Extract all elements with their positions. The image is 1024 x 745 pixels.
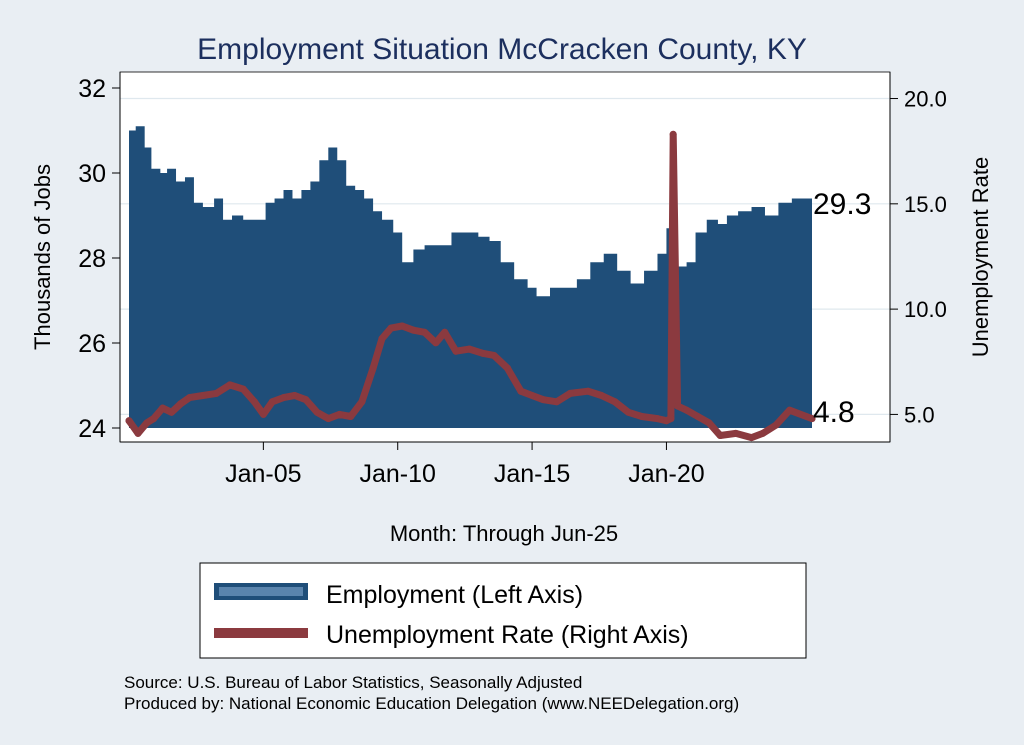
- unemployment-point-4: [159, 404, 167, 412]
- unemployment-line-layer: [125, 130, 816, 442]
- unemployment-point-7: [185, 394, 193, 402]
- unemployment-point-60: [808, 415, 816, 423]
- unemployment-point-3: [150, 415, 158, 423]
- unemployment-point-33: [479, 349, 487, 357]
- unemployment-point-38: [539, 396, 547, 404]
- legend-box: [199, 562, 807, 659]
- y-right-tick-label-1: 10.0: [904, 297, 947, 322]
- unemployment-point-41: [584, 387, 592, 395]
- unemployment-point-59: [786, 406, 794, 414]
- unemployment-point-55: [732, 429, 740, 437]
- unemployment-point-29: [432, 339, 440, 347]
- unemployment-point-11: [239, 385, 247, 393]
- unemployment-point-1: [134, 429, 142, 437]
- x-tick-label-2: Jan-15: [494, 460, 570, 488]
- unemployment-point-50: [674, 402, 682, 410]
- unemployment-point-32: [465, 345, 473, 353]
- source-note: Source: U.S. Bureau of Labor Statistics,…: [124, 673, 582, 692]
- unemployment-point-37: [528, 391, 536, 399]
- unemployment-point-2: [143, 419, 151, 427]
- x-axis-label: Month: Through Jun-25: [390, 521, 618, 546]
- chart-title: Employment Situation McCracken County, K…: [197, 33, 807, 66]
- legend-swatch-unemployment: [214, 628, 308, 638]
- unemployment-point-45: [638, 413, 646, 421]
- unemployment-point-48: [667, 415, 675, 423]
- y-left-tick-label-0: 24: [78, 415, 106, 443]
- unemployment-point-44: [624, 408, 632, 416]
- unemployment-point-26: [398, 322, 406, 330]
- unemployment-end-label: 4.8: [813, 396, 855, 429]
- y-axis-right-label: Unemployment Rate: [968, 157, 993, 358]
- employment-area-layer: [128, 126, 813, 428]
- employment-end-label: 29.3: [813, 188, 871, 221]
- legend-label-unemployment: Unemployment Rate (Right Axis): [326, 621, 689, 649]
- unemployment-point-13: [259, 410, 267, 418]
- y-left-tick-label-3: 30: [78, 160, 106, 188]
- unemployment-point-56: [748, 434, 756, 442]
- unemployment-point-5: [168, 408, 176, 416]
- y-left-tick-label-4: 32: [78, 75, 106, 103]
- unemployment-point-53: [705, 419, 713, 427]
- unemployment-point-25: [387, 324, 395, 332]
- unemployment-point-20: [335, 410, 343, 418]
- unemployment-point-36: [517, 387, 525, 395]
- unemployment-point-0: [125, 417, 133, 425]
- produced-by-note: Produced by: National Economic Education…: [124, 694, 739, 713]
- y-right-tick-label-0: 5.0: [904, 402, 935, 427]
- unemployment-point-42: [598, 391, 606, 399]
- y-left-tick-label-2: 28: [78, 245, 106, 273]
- legend: Employment (Left Axis) Unemployment Rate…: [199, 562, 807, 659]
- unemployment-point-17: [302, 396, 310, 404]
- y-right-tick-label-2: 15.0: [904, 192, 947, 217]
- unemployment-point-35: [503, 364, 511, 372]
- unemployment-point-12: [250, 398, 258, 406]
- unemployment-point-54: [716, 431, 724, 439]
- unemployment-point-28: [421, 328, 429, 336]
- x-tick-label-3: Jan-20: [628, 460, 704, 488]
- unemployment-point-39: [553, 398, 561, 406]
- legend-label-employment: Employment (Left Axis): [326, 581, 583, 609]
- axes: 24 26 28 30 32 5.0 10.0 15.0 20.0 Jan-05 Jan-10 Jan…: [78, 72, 947, 488]
- unemployment-point-57: [759, 429, 767, 437]
- unemployment-point-18: [313, 408, 321, 416]
- unemployment-point-16: [291, 391, 299, 399]
- unemployment-point-27: [409, 326, 417, 334]
- unemployment-point-15: [280, 394, 288, 402]
- unemployment-point-10: [226, 381, 234, 389]
- unemployment-point-40: [566, 389, 574, 397]
- unemployment-point-22: [358, 398, 366, 406]
- unemployment-point-52: [694, 413, 702, 421]
- x-tick-label-0: Jan-05: [225, 460, 301, 488]
- unemployment-point-8: [199, 391, 207, 399]
- unemployment-point-43: [611, 398, 619, 406]
- unemployment-point-34: [490, 351, 498, 359]
- unemployment-point-9: [212, 389, 220, 397]
- unemployment-point-49: [669, 130, 677, 138]
- y-axis-left-label: Thousands of Jobs: [30, 164, 55, 350]
- y-right-tick-label-3: 20.0: [904, 87, 947, 112]
- x-tick-label-1: Jan-10: [359, 460, 435, 488]
- unemployment-point-6: [177, 400, 185, 408]
- unemployment-point-14: [268, 398, 276, 406]
- unemployment-point-23: [369, 364, 377, 372]
- unemployment-point-58: [772, 421, 780, 429]
- unemployment-point-31: [452, 347, 460, 355]
- unemployment-point-46: [653, 415, 661, 423]
- employment-area: [129, 126, 812, 428]
- unemployment-point-21: [347, 413, 355, 421]
- unemployment-point-19: [324, 415, 332, 423]
- legend-swatch-employment-inner: [219, 587, 303, 596]
- y-left-tick-label-1: 26: [78, 330, 106, 358]
- unemployment-point-51: [683, 406, 691, 414]
- unemployment-point-30: [441, 328, 449, 336]
- unemployment-point-24: [378, 335, 386, 343]
